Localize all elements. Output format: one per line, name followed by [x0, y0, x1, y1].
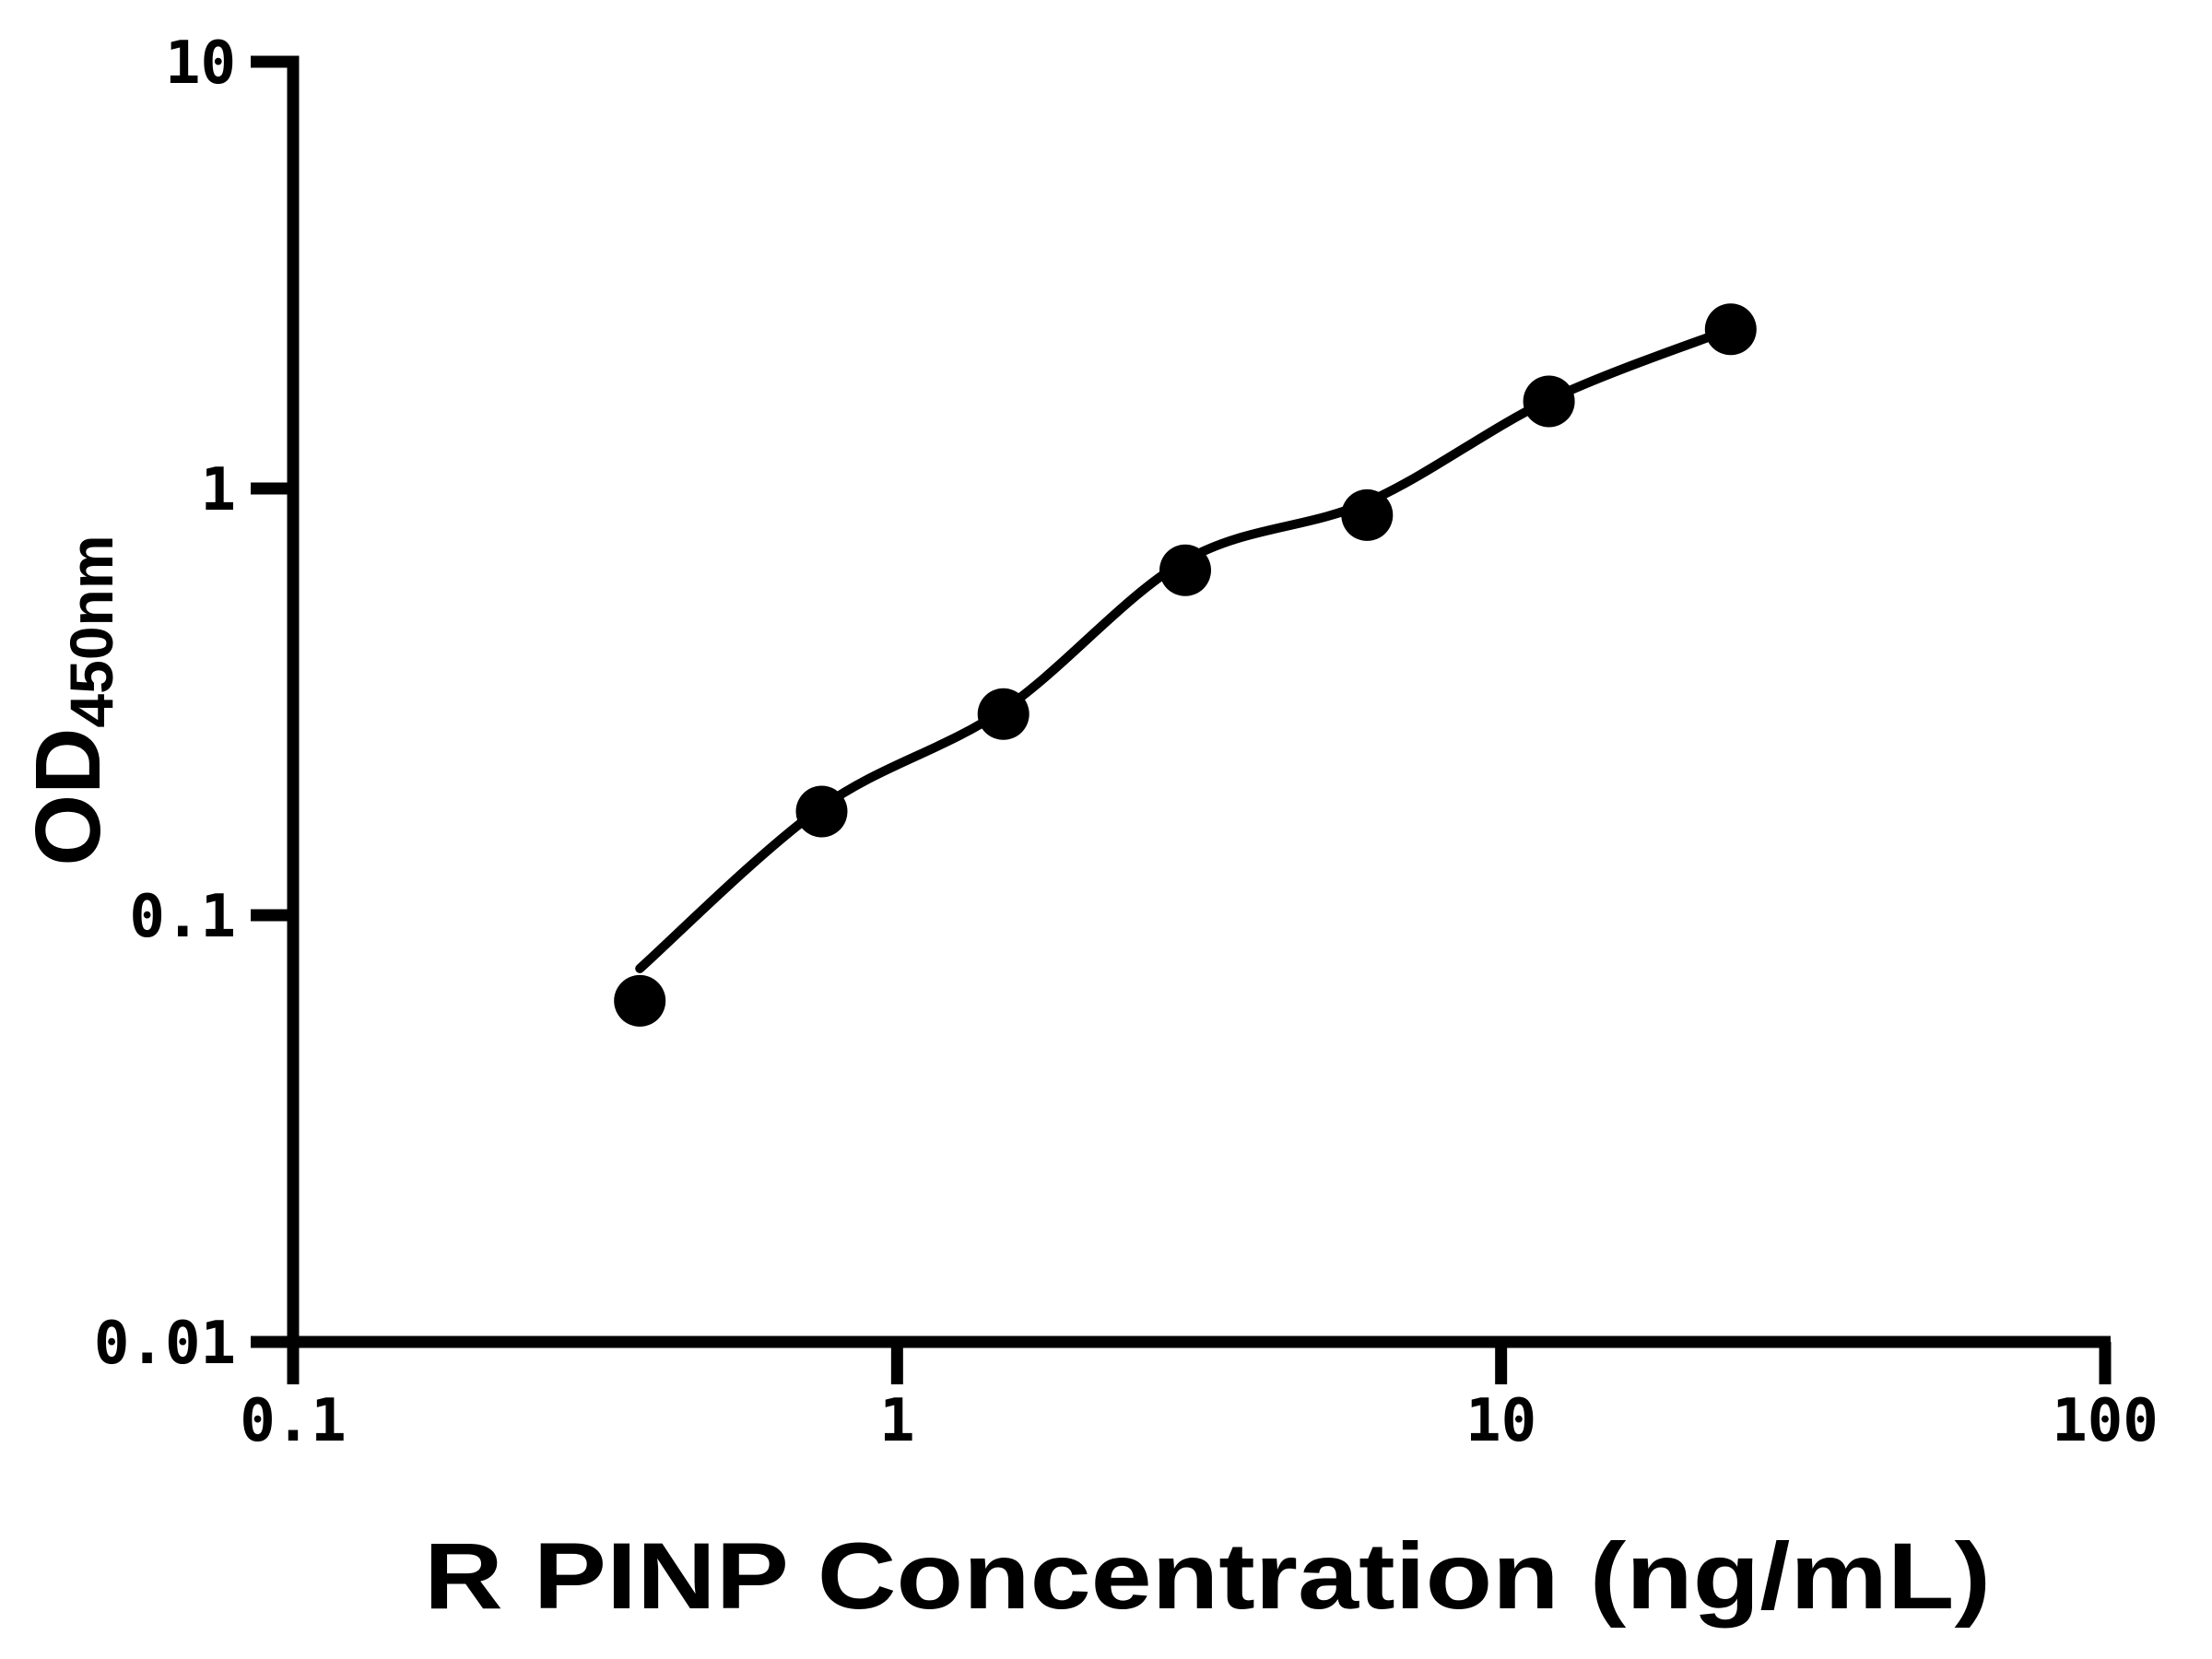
data-point-marker [977, 688, 1030, 740]
axes [287, 55, 2111, 1384]
y-tick-label: 1 [200, 456, 236, 524]
data-points [614, 303, 1757, 1027]
x-tick-label: 100 [2052, 1387, 2159, 1455]
fit-curve-path [635, 324, 1735, 973]
y-tick-label: 10 [165, 29, 236, 98]
y-tick-label: 0.01 [94, 1310, 236, 1378]
x-tick-label: 10 [1465, 1387, 1536, 1455]
data-point-marker [614, 974, 666, 1027]
data-point-marker [795, 785, 848, 838]
data-point-marker [1523, 375, 1575, 428]
y-axis-title-main: OD [17, 728, 120, 866]
data-point-marker [1159, 544, 1211, 596]
fit-curve [635, 324, 1735, 973]
x-axis-title: R PINP Concentration (ng/mL) [424, 1524, 1991, 1629]
y-axis-title-subscript: 450nm [57, 535, 125, 727]
y-axis-title: OD450nm [17, 535, 125, 865]
x-tick-label: 0.1 [240, 1387, 347, 1455]
data-point-marker [1704, 303, 1757, 356]
axis-ticks [251, 55, 2112, 1384]
y-tick-label: 0.1 [129, 883, 236, 951]
x-tick-label: 1 [879, 1387, 915, 1455]
data-point-marker [1341, 488, 1394, 541]
